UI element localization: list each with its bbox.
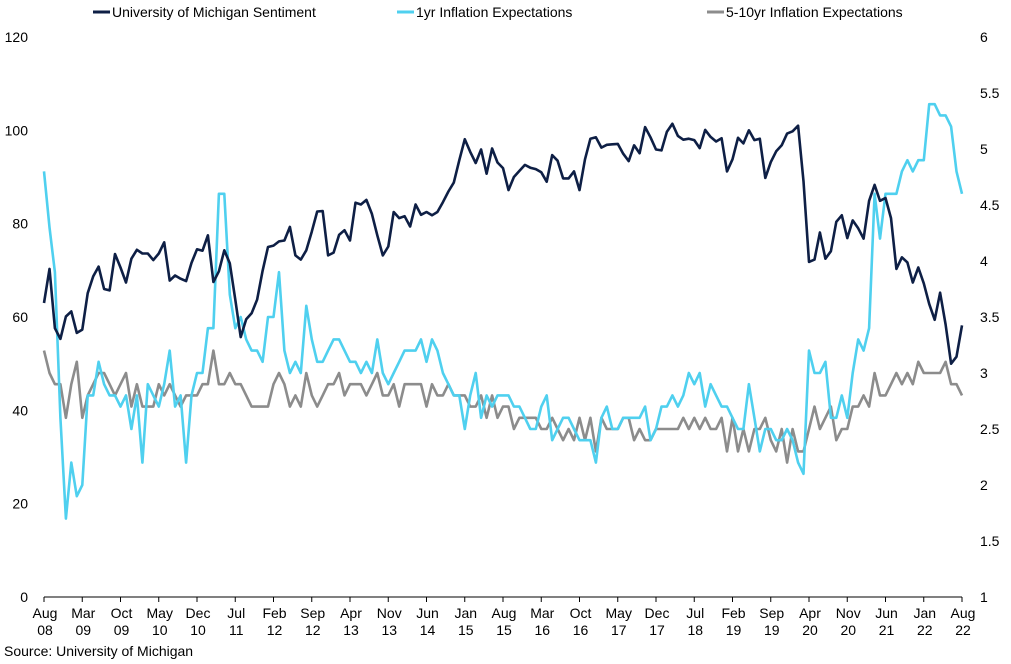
x-tick-label-year: 19 xyxy=(764,622,780,638)
x-tick-label-year: 09 xyxy=(114,622,130,638)
x-tick-label-month: Dec xyxy=(645,605,670,621)
x-tick-label-month: Aug xyxy=(33,605,58,621)
x-tick-label-year: 14 xyxy=(420,622,436,638)
x-tick-label-month: Jan xyxy=(454,605,477,621)
x-tick-label-year: 09 xyxy=(75,622,91,638)
x-tick-label-month: Nov xyxy=(836,605,861,621)
x-tick-label-month: Sep xyxy=(300,605,325,621)
x-tick-label-month: Mar xyxy=(71,605,95,621)
x-tick-label-month: Aug xyxy=(492,605,517,621)
y-right-tick-label: 1 xyxy=(980,589,988,605)
x-tick-label-month: May xyxy=(606,605,632,621)
y-right-tick-label: 3.5 xyxy=(980,309,1000,325)
x-tick-label-year: 22 xyxy=(955,622,971,638)
x-tick-label-year: 16 xyxy=(573,622,589,638)
y-left-tick-label: 60 xyxy=(12,309,28,325)
legend-label: 1yr Inflation Expectations xyxy=(416,4,572,20)
series-line-5-10yr-inflation-expectations xyxy=(42,349,964,464)
x-tick-label-year: 17 xyxy=(649,622,665,638)
x-tick-label-month: Jun xyxy=(875,605,898,621)
y-right-tick-label: 6 xyxy=(980,29,988,45)
x-tick-label-month: Apr xyxy=(340,605,362,621)
x-tick-label-year: 12 xyxy=(267,622,283,638)
x-tick-label-year: 20 xyxy=(802,622,818,638)
y-right-tick-label: 4.5 xyxy=(980,197,1000,213)
legend-label: 5-10yr Inflation Expectations xyxy=(726,4,903,20)
y-left-tick-label: 20 xyxy=(12,496,28,512)
y-right-tick-label: 5.5 xyxy=(980,85,1000,101)
x-tick-label-month: Jul xyxy=(686,605,704,621)
legend-label: University of Michigan Sentiment xyxy=(112,4,316,20)
x-tick-label-month: Sep xyxy=(759,605,784,621)
x-tick-label-year: 22 xyxy=(917,622,933,638)
x-tick-label-month: May xyxy=(147,605,173,621)
x-tick-label-month: Jan xyxy=(913,605,936,621)
y-right-tick-label: 3 xyxy=(980,365,988,381)
x-tick-label-month: Mar xyxy=(530,605,554,621)
x-tick-label-month: Oct xyxy=(111,605,133,621)
x-tick-label-year: 13 xyxy=(343,622,359,638)
x-tick-label-year: 13 xyxy=(381,622,397,638)
x-tick-label-year: 18 xyxy=(687,622,703,638)
x-tick-label-year: 19 xyxy=(726,622,742,638)
x-tick-label-year: 17 xyxy=(611,622,627,638)
x-tick-label-month: Dec xyxy=(186,605,211,621)
x-tick-label-year: 16 xyxy=(534,622,550,638)
x-tick-label-year: 10 xyxy=(190,622,206,638)
x-tick-label-year: 21 xyxy=(879,622,895,638)
y-left-tick-label: 80 xyxy=(12,216,28,232)
y-right-tick-label: 1.5 xyxy=(980,533,1000,549)
x-tick-label-month: Jul xyxy=(227,605,245,621)
x-tick-label-month: Feb xyxy=(721,605,745,621)
source-note: Source: University of Michigan xyxy=(4,643,194,659)
x-tick-label-month: Aug xyxy=(951,605,976,621)
y-left-tick-label: 120 xyxy=(5,29,29,45)
series-line-1yr-inflation-expectations xyxy=(42,102,964,520)
y-left-tick-label: 0 xyxy=(20,589,28,605)
x-tick-label-year: 15 xyxy=(458,622,474,638)
y-left-tick-label: 40 xyxy=(12,402,28,418)
x-tick-label-month: Oct xyxy=(570,605,592,621)
x-tick-label-month: Nov xyxy=(377,605,402,621)
y-right-tick-label: 5 xyxy=(980,141,988,157)
x-tick-label-year: 20 xyxy=(840,622,856,638)
x-tick-label-month: Apr xyxy=(799,605,821,621)
y-right-tick-label: 2 xyxy=(980,477,988,493)
series-line-university-of-michigan-sentiment xyxy=(42,122,964,365)
x-tick-label-year: 12 xyxy=(305,622,321,638)
y-left-tick-label: 100 xyxy=(5,122,29,138)
line-chart: 02040608010012011.522.533.544.555.56Aug0… xyxy=(5,4,1000,638)
x-tick-label-year: 11 xyxy=(229,622,244,638)
y-right-tick-label: 4 xyxy=(980,253,988,269)
x-tick-label-year: 10 xyxy=(152,622,168,638)
x-tick-label-year: 08 xyxy=(37,622,53,638)
x-tick-label-year: 15 xyxy=(496,622,512,638)
x-tick-label-month: Feb xyxy=(262,605,286,621)
x-tick-label-month: Jun xyxy=(416,605,439,621)
y-right-tick-label: 2.5 xyxy=(980,421,1000,437)
